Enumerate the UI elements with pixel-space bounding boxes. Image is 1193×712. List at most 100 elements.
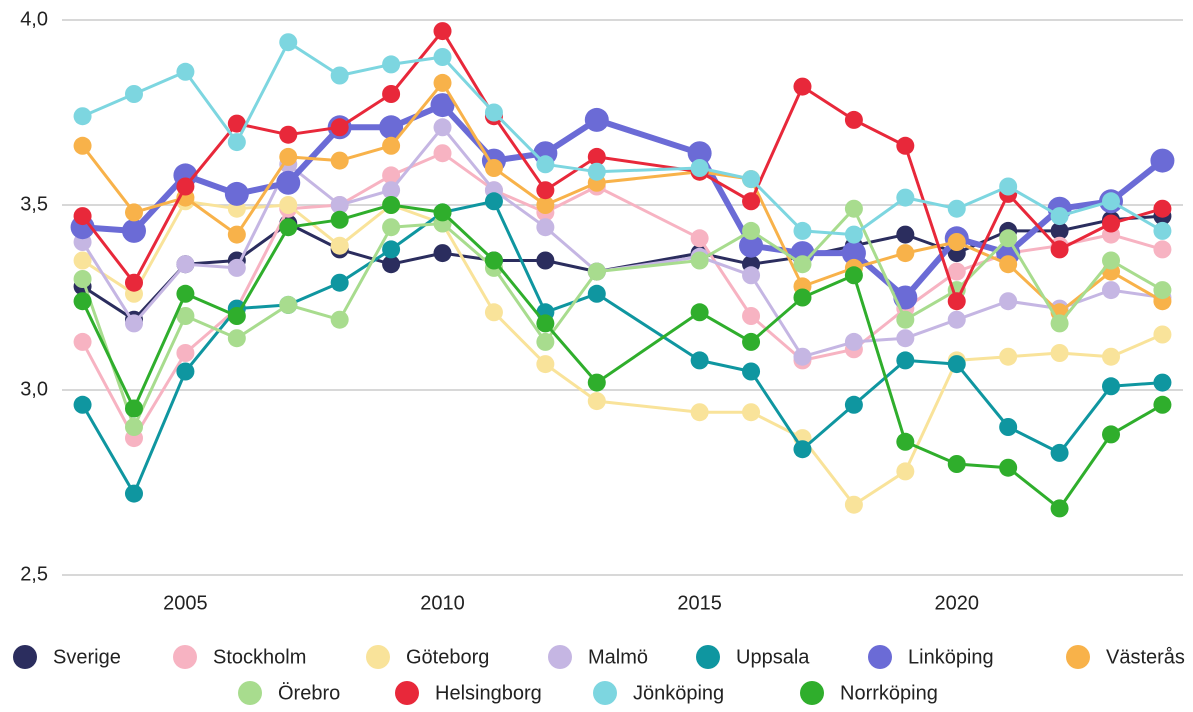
data-point	[1102, 377, 1121, 396]
data-point	[896, 225, 915, 244]
data-point	[896, 136, 915, 155]
data-point	[73, 207, 92, 226]
data-point	[896, 329, 915, 348]
data-point	[124, 484, 143, 503]
x-tick-label: 2005	[163, 592, 208, 614]
data-point	[742, 266, 761, 285]
data-point	[999, 418, 1018, 436]
data-point	[690, 251, 709, 270]
data-point	[536, 332, 555, 351]
y-tick-label: 3,0	[20, 378, 48, 400]
legend-label: Stockholm	[213, 646, 306, 668]
data-point	[742, 192, 761, 211]
data-point	[844, 110, 863, 129]
data-point	[382, 85, 401, 103]
data-point	[330, 210, 349, 229]
data-point	[73, 107, 92, 126]
data-point	[279, 147, 298, 166]
data-point	[1153, 325, 1172, 344]
data-point	[382, 218, 401, 237]
legend-marker	[366, 645, 390, 669]
data-point	[742, 170, 761, 189]
data-point	[947, 355, 966, 374]
data-point	[690, 351, 709, 370]
x-tick-label: 2015	[677, 592, 722, 614]
data-point	[330, 118, 349, 137]
legend-label: Västerås	[1106, 646, 1185, 668]
legend-label: Sverige	[53, 646, 121, 668]
data-point	[176, 284, 195, 303]
legend-label: Norrköping	[840, 682, 938, 704]
data-point	[896, 432, 915, 451]
data-point	[587, 162, 606, 181]
data-point	[484, 159, 503, 177]
data-point	[1153, 281, 1172, 300]
legend-label: Göteborg	[406, 646, 489, 668]
data-point	[999, 177, 1018, 196]
data-point	[73, 332, 92, 351]
data-point	[1102, 347, 1121, 366]
data-point	[124, 85, 143, 103]
data-point	[330, 310, 349, 329]
legend-marker	[1066, 645, 1090, 669]
data-point	[844, 225, 863, 244]
data-point	[587, 147, 606, 166]
data-point	[584, 107, 609, 132]
data-point	[330, 66, 349, 85]
data-point	[536, 314, 555, 333]
data-point	[279, 125, 298, 144]
data-point	[1150, 148, 1175, 173]
data-point	[536, 251, 555, 270]
data-point	[947, 262, 966, 281]
data-point	[382, 255, 401, 274]
data-point	[742, 332, 761, 351]
data-point	[433, 73, 452, 92]
data-point	[742, 403, 761, 422]
data-point	[844, 266, 863, 285]
legend-marker	[696, 645, 720, 669]
data-point	[1050, 314, 1069, 333]
data-point	[433, 203, 452, 222]
data-point	[73, 395, 92, 414]
data-point	[382, 240, 401, 259]
data-point	[73, 136, 92, 155]
data-point	[433, 144, 452, 163]
data-point	[587, 392, 606, 411]
data-point	[844, 199, 863, 218]
legend-marker	[548, 645, 572, 669]
data-point	[430, 93, 455, 118]
legend-label: Örebro	[278, 682, 340, 704]
data-point	[896, 310, 915, 329]
data-point	[999, 229, 1018, 248]
legend-label: Linköping	[908, 646, 994, 668]
data-point	[330, 196, 349, 214]
data-point	[227, 329, 246, 348]
data-point	[1153, 221, 1172, 240]
data-point	[227, 258, 246, 277]
data-point	[841, 241, 866, 266]
data-point	[176, 177, 195, 196]
y-tick-label: 4,0	[20, 8, 48, 30]
data-point	[73, 270, 92, 288]
y-tick-label: 3,5	[20, 193, 48, 215]
data-point	[330, 151, 349, 170]
data-point	[227, 307, 246, 325]
data-point	[896, 244, 915, 263]
data-point	[124, 418, 143, 436]
data-point	[121, 218, 146, 243]
data-point	[793, 77, 812, 96]
data-point	[999, 347, 1018, 366]
data-point	[947, 455, 966, 473]
data-point	[433, 244, 452, 263]
data-point	[1050, 221, 1069, 240]
data-point	[484, 103, 503, 122]
data-point	[1050, 499, 1069, 518]
data-point	[893, 285, 918, 310]
data-point	[947, 292, 966, 311]
data-point	[227, 114, 246, 133]
data-point	[382, 166, 401, 185]
data-point	[536, 218, 555, 237]
data-point	[227, 225, 246, 244]
data-point	[1102, 192, 1121, 211]
